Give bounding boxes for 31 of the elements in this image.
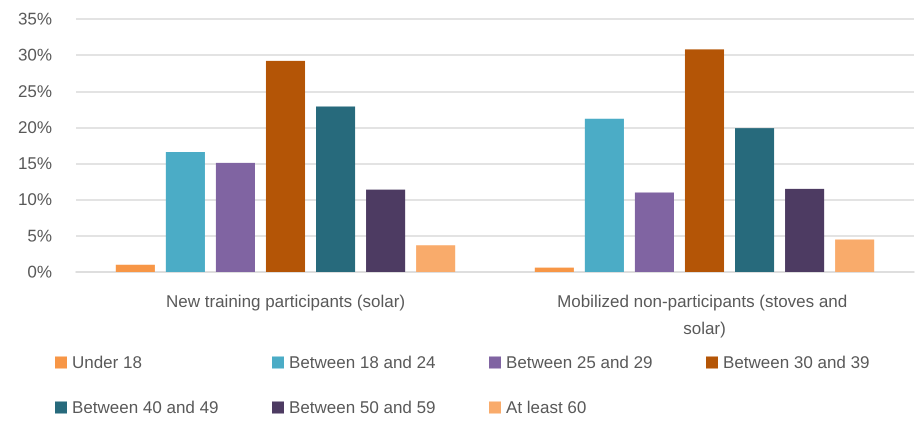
bar: [316, 106, 356, 272]
x-tick-label: New training participants (solar): [166, 292, 406, 311]
bar: [634, 192, 674, 272]
legend-label: Between 30 and 39: [723, 353, 870, 372]
y-tick-label: 35%: [18, 10, 52, 28]
legend-label: Between 40 and 49: [72, 398, 219, 417]
y-tick-label: 0%: [27, 262, 52, 282]
y-tick-label: 5%: [27, 226, 52, 246]
bar: [584, 118, 624, 272]
legend-label: At least 60: [506, 398, 586, 417]
y-tick-label: 10%: [18, 190, 52, 210]
y-tick-label: 15%: [18, 154, 52, 174]
legend-label: Between 25 and 29: [506, 353, 653, 372]
bar: [534, 268, 574, 272]
legend-label: Between 50 and 59: [289, 398, 436, 417]
bar: [366, 190, 406, 272]
legend-label: Between 18 and 24: [289, 353, 436, 372]
bar: [166, 152, 205, 272]
y-tick-label: 20%: [18, 118, 52, 137]
bar: [216, 162, 255, 272]
bar: [735, 128, 774, 272]
bar: [416, 245, 456, 272]
bar: [835, 239, 874, 272]
bar: [266, 60, 306, 272]
legend-label: Under 18: [72, 353, 142, 372]
x-tick-label: Mobilized non-participants (stoves and solar): [557, 292, 852, 338]
y-tick-label: 30%: [18, 46, 52, 65]
y-tick-label: 25%: [18, 82, 52, 101]
bar: [116, 264, 155, 272]
bar: [684, 49, 724, 272]
bar: [785, 188, 824, 272]
